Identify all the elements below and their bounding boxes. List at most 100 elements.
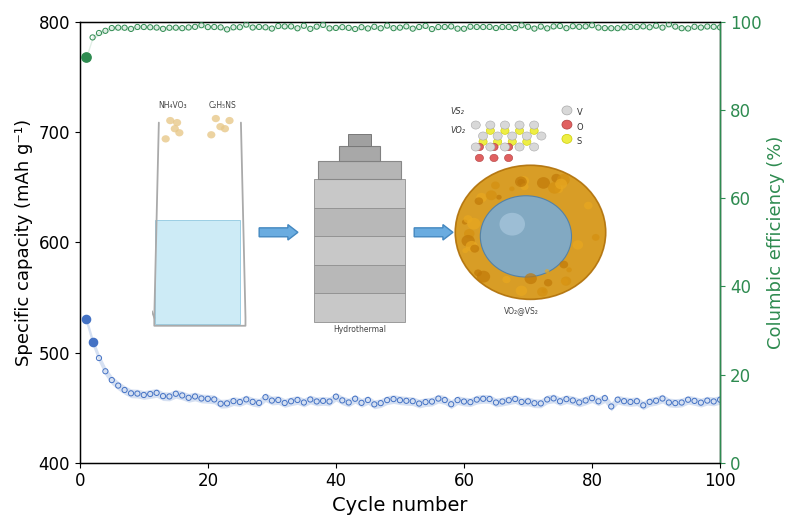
Point (515, 21, 528, 30)
Circle shape (462, 248, 468, 253)
Point (714, 395, 726, 404)
Point (125, 389, 138, 398)
Bar (348, 135, 371, 146)
Circle shape (173, 119, 181, 126)
Point (701, 396, 714, 405)
Point (541, 395, 554, 404)
Point (586, 394, 598, 402)
Circle shape (175, 129, 183, 136)
Circle shape (475, 143, 483, 151)
Point (419, 398, 432, 407)
Point (285, 22, 298, 31)
Point (208, 23, 221, 31)
Point (707, 23, 720, 31)
Point (330, 392, 342, 401)
Point (349, 394, 362, 403)
Point (560, 24, 573, 32)
Bar (339, 146, 380, 161)
Point (528, 24, 541, 33)
Point (182, 23, 195, 32)
Circle shape (562, 120, 572, 129)
Point (502, 23, 515, 31)
Point (688, 22, 701, 31)
Text: VS₂: VS₂ (450, 108, 465, 117)
Circle shape (475, 154, 483, 162)
Point (163, 392, 176, 401)
Point (381, 396, 394, 404)
X-axis label: Cycle number: Cycle number (332, 496, 468, 515)
Point (118, 23, 131, 32)
Point (630, 397, 643, 405)
Circle shape (462, 235, 474, 247)
Circle shape (518, 179, 525, 186)
Point (560, 395, 573, 403)
Point (573, 23, 586, 31)
Point (534, 399, 547, 408)
Point (106, 24, 118, 32)
Point (112, 23, 125, 32)
Point (310, 22, 323, 31)
Point (387, 24, 400, 32)
Point (266, 396, 278, 405)
Circle shape (551, 174, 562, 183)
Point (669, 399, 682, 408)
Point (432, 23, 445, 31)
Point (266, 24, 278, 33)
Circle shape (470, 245, 479, 253)
Point (522, 23, 534, 31)
Point (246, 23, 259, 32)
Point (138, 391, 150, 399)
Text: VO₂: VO₂ (450, 126, 466, 135)
Point (195, 21, 208, 30)
Circle shape (522, 132, 531, 140)
Point (451, 396, 464, 404)
Point (554, 22, 566, 30)
Point (195, 394, 208, 403)
Bar (314, 265, 405, 293)
Point (157, 24, 170, 33)
Point (240, 395, 253, 404)
Point (227, 23, 240, 32)
Point (355, 23, 368, 31)
Point (675, 24, 688, 32)
Point (694, 399, 707, 407)
Point (342, 398, 355, 407)
Point (592, 397, 605, 405)
Circle shape (500, 143, 510, 151)
Point (611, 395, 624, 404)
Point (387, 395, 400, 403)
Point (541, 24, 554, 33)
Circle shape (496, 195, 502, 200)
Point (432, 394, 445, 403)
Point (522, 397, 534, 405)
Point (483, 395, 496, 403)
Point (637, 22, 650, 31)
Point (650, 21, 662, 30)
Point (406, 24, 419, 33)
Point (278, 22, 291, 31)
Point (458, 24, 470, 33)
Point (477, 23, 490, 31)
Point (630, 23, 643, 31)
Point (342, 24, 355, 32)
Point (150, 388, 163, 397)
Point (304, 395, 317, 404)
Point (490, 24, 502, 32)
Circle shape (494, 138, 502, 145)
Point (605, 24, 618, 32)
Circle shape (500, 121, 510, 129)
Point (592, 23, 605, 32)
Point (349, 25, 362, 33)
Point (586, 21, 598, 30)
Point (483, 23, 496, 31)
Point (362, 396, 374, 404)
Point (323, 24, 336, 33)
Point (99, 367, 112, 376)
Circle shape (515, 176, 527, 187)
Point (253, 399, 266, 407)
Point (426, 398, 438, 406)
Point (509, 395, 522, 403)
Point (451, 24, 464, 33)
Circle shape (555, 179, 567, 189)
Point (406, 397, 419, 405)
